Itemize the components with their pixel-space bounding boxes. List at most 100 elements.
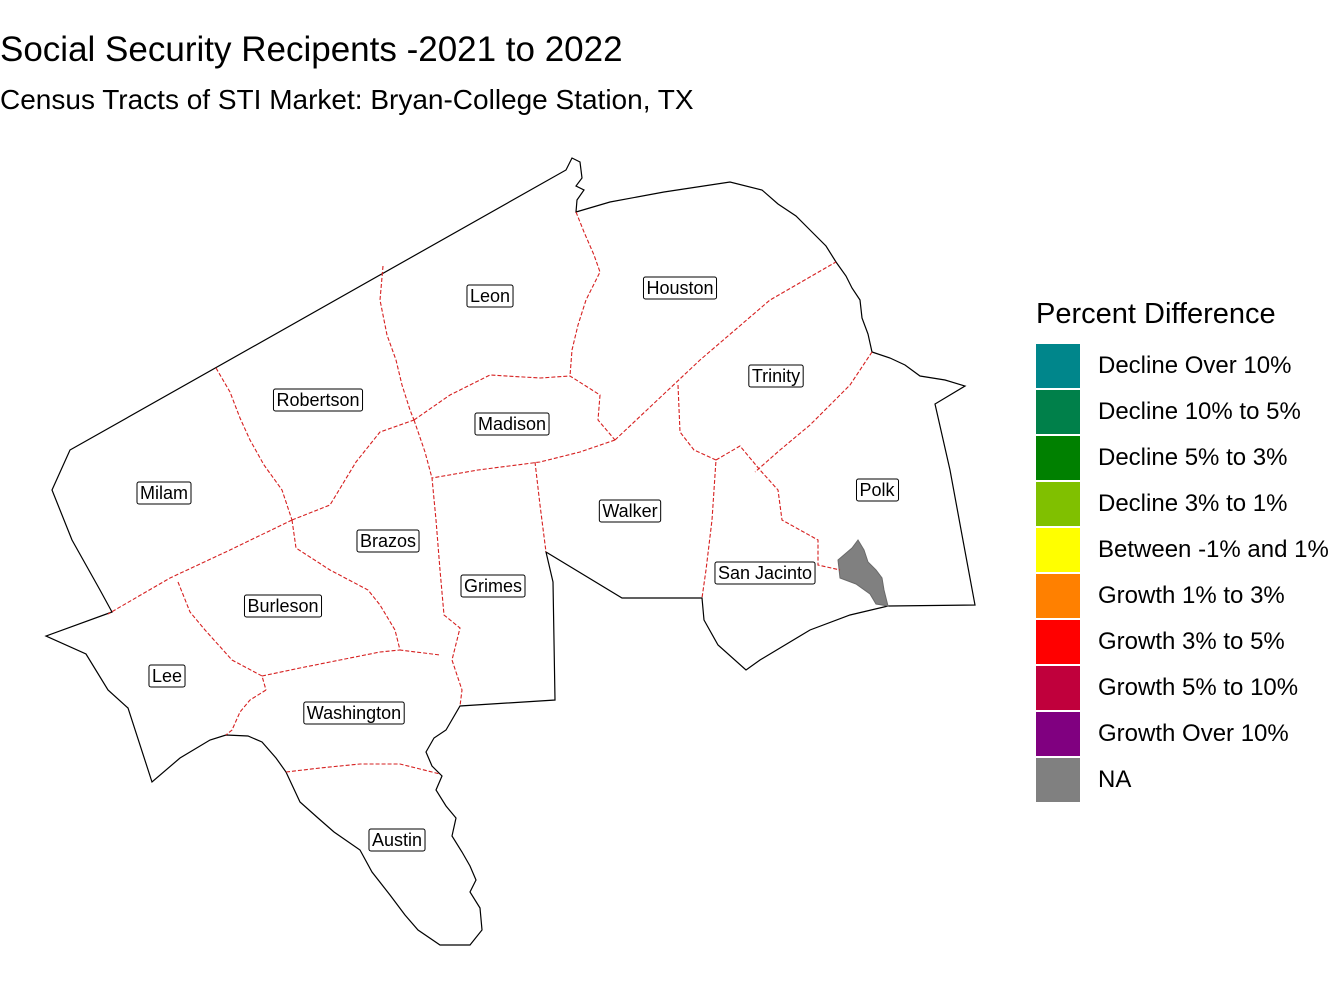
county-name: Houston bbox=[646, 278, 713, 298]
county-label-box bbox=[272, 388, 364, 412]
county-label-milam: Milam bbox=[136, 481, 192, 505]
county-label-lee: Lee bbox=[148, 664, 186, 688]
map-subtitle: Census Tracts of STI Market: Bryan-Colle… bbox=[0, 84, 694, 115]
county-label-box bbox=[243, 594, 323, 618]
county-label-box bbox=[460, 574, 526, 598]
legend-label: Growth 1% to 3% bbox=[1098, 582, 1285, 609]
na-tract bbox=[837, 539, 889, 607]
legend-item: Growth Over 10% bbox=[1036, 711, 1329, 757]
legend-label: Decline 3% to 1% bbox=[1098, 490, 1288, 517]
legend-item: Decline 10% to 5% bbox=[1036, 389, 1329, 435]
county-name: Grimes bbox=[464, 576, 522, 596]
legend-label: Decline 10% to 5% bbox=[1098, 398, 1301, 425]
legend-title: Percent Difference bbox=[1036, 298, 1276, 330]
boundary-lee-washington bbox=[225, 689, 267, 736]
county-label-leon: Leon bbox=[466, 284, 514, 308]
county-name: Burleson bbox=[247, 596, 318, 616]
boundary-burleson-lee bbox=[177, 581, 267, 691]
county-label-box bbox=[714, 561, 816, 585]
legend-swatch bbox=[1036, 528, 1080, 572]
county-name: Madison bbox=[478, 414, 546, 434]
county-label-burleson: Burleson bbox=[243, 594, 323, 618]
legend-swatch bbox=[1036, 712, 1080, 756]
legend-swatch bbox=[1036, 666, 1080, 710]
county-name: Brazos bbox=[360, 531, 416, 551]
legend-item: NA bbox=[1036, 757, 1329, 803]
legend-item: Decline Over 10% bbox=[1036, 343, 1329, 389]
county-name: Robertson bbox=[276, 390, 359, 410]
county-label-box bbox=[642, 276, 718, 300]
county-label-box bbox=[855, 478, 900, 502]
boundary-milam-burleson bbox=[107, 519, 293, 615]
county-label-madison: Madison bbox=[474, 412, 550, 436]
legend-item: Growth 3% to 5% bbox=[1036, 619, 1329, 665]
county-label-box bbox=[136, 481, 192, 505]
county-name: Walker bbox=[602, 501, 657, 521]
county-name: Milam bbox=[140, 483, 188, 503]
boundary-walker-grimes bbox=[534, 461, 547, 553]
legend-items: Decline Over 10% Decline 10% to 5% Decline… bbox=[1036, 343, 1329, 803]
county-name: Lee bbox=[152, 666, 182, 686]
boundary-robertson-milam bbox=[215, 367, 293, 521]
county-name: Trinity bbox=[752, 366, 800, 386]
legend-swatch bbox=[1036, 390, 1080, 434]
county-label-box bbox=[598, 499, 662, 523]
boundary-walker-sanjacinto bbox=[677, 384, 717, 599]
county-label-box bbox=[356, 529, 420, 553]
county-name: Austin bbox=[372, 830, 422, 850]
county-label-robertson: Robertson bbox=[272, 388, 364, 412]
boundary-leon-houston bbox=[569, 211, 601, 377]
county-label-washington: Washington bbox=[303, 701, 405, 725]
county-label-box bbox=[148, 664, 186, 688]
legend: Percent Difference Decline Over 10% Decli… bbox=[1036, 298, 1329, 803]
market-outline bbox=[44, 157, 976, 946]
county-name: San Jacinto bbox=[718, 563, 812, 583]
legend-label: Growth 3% to 5% bbox=[1098, 628, 1285, 655]
county-label-box bbox=[474, 412, 550, 436]
legend-label: Decline 5% to 3% bbox=[1098, 444, 1288, 471]
legend-item: Growth 5% to 10% bbox=[1036, 665, 1329, 711]
boundary-robertson-leon bbox=[379, 265, 415, 421]
map-title: Social Security Recipents -2021 to 2022 bbox=[0, 30, 623, 69]
boundary-brazos-grimes bbox=[413, 419, 463, 707]
legend-item: Growth 1% to 3% bbox=[1036, 573, 1329, 619]
boundary-washington-austin bbox=[285, 763, 441, 775]
county-label-houston: Houston bbox=[642, 276, 718, 300]
county-name: Leon bbox=[470, 286, 510, 306]
legend-swatch bbox=[1036, 436, 1080, 480]
legend-swatch bbox=[1036, 758, 1080, 802]
county-label-polk: Polk bbox=[855, 478, 900, 502]
county-label-grimes: Grimes bbox=[460, 574, 526, 598]
boundary-sanjacinto-polk bbox=[715, 445, 841, 571]
boundary-houston-walker bbox=[614, 261, 837, 441]
legend-label: Growth 5% to 10% bbox=[1098, 674, 1299, 701]
boundary-robertson-brazos bbox=[291, 419, 415, 521]
legend-swatch bbox=[1036, 482, 1080, 526]
boundary-trinity-polk bbox=[754, 351, 873, 473]
county-label-box bbox=[303, 701, 405, 725]
legend-label: Decline Over 10% bbox=[1098, 352, 1292, 379]
county-label-austin: Austin bbox=[368, 828, 426, 852]
county-label-box bbox=[466, 284, 514, 308]
legend-item: Between -1% and 1% bbox=[1036, 527, 1329, 573]
legend-item: Decline 3% to 1% bbox=[1036, 481, 1329, 527]
county-name: Polk bbox=[859, 480, 895, 500]
legend-item: Decline 5% to 3% bbox=[1036, 435, 1329, 481]
boundary-madison-walker bbox=[431, 439, 616, 479]
county-label-brazos: Brazos bbox=[356, 529, 420, 553]
legend-label: Growth Over 10% bbox=[1098, 720, 1289, 747]
boundary-brazos-burleson bbox=[291, 519, 441, 656]
legend-swatch bbox=[1036, 620, 1080, 664]
county-label-box bbox=[368, 828, 426, 852]
county-label-trinity: Trinity bbox=[748, 364, 804, 388]
legend-swatch bbox=[1036, 344, 1080, 388]
county-label-san-jacinto: San Jacinto bbox=[714, 561, 816, 585]
legend-label: NA bbox=[1098, 766, 1132, 793]
boundary-burleson-washington bbox=[261, 649, 401, 677]
county-map: Leon Houston Robertson Madison Trinity Milam P… bbox=[44, 157, 976, 946]
county-name: Washington bbox=[307, 703, 401, 723]
county-label-walker: Walker bbox=[598, 499, 662, 523]
county-label-box bbox=[748, 364, 804, 388]
legend-swatch bbox=[1036, 574, 1080, 618]
legend-label: Between -1% and 1% bbox=[1098, 536, 1329, 563]
